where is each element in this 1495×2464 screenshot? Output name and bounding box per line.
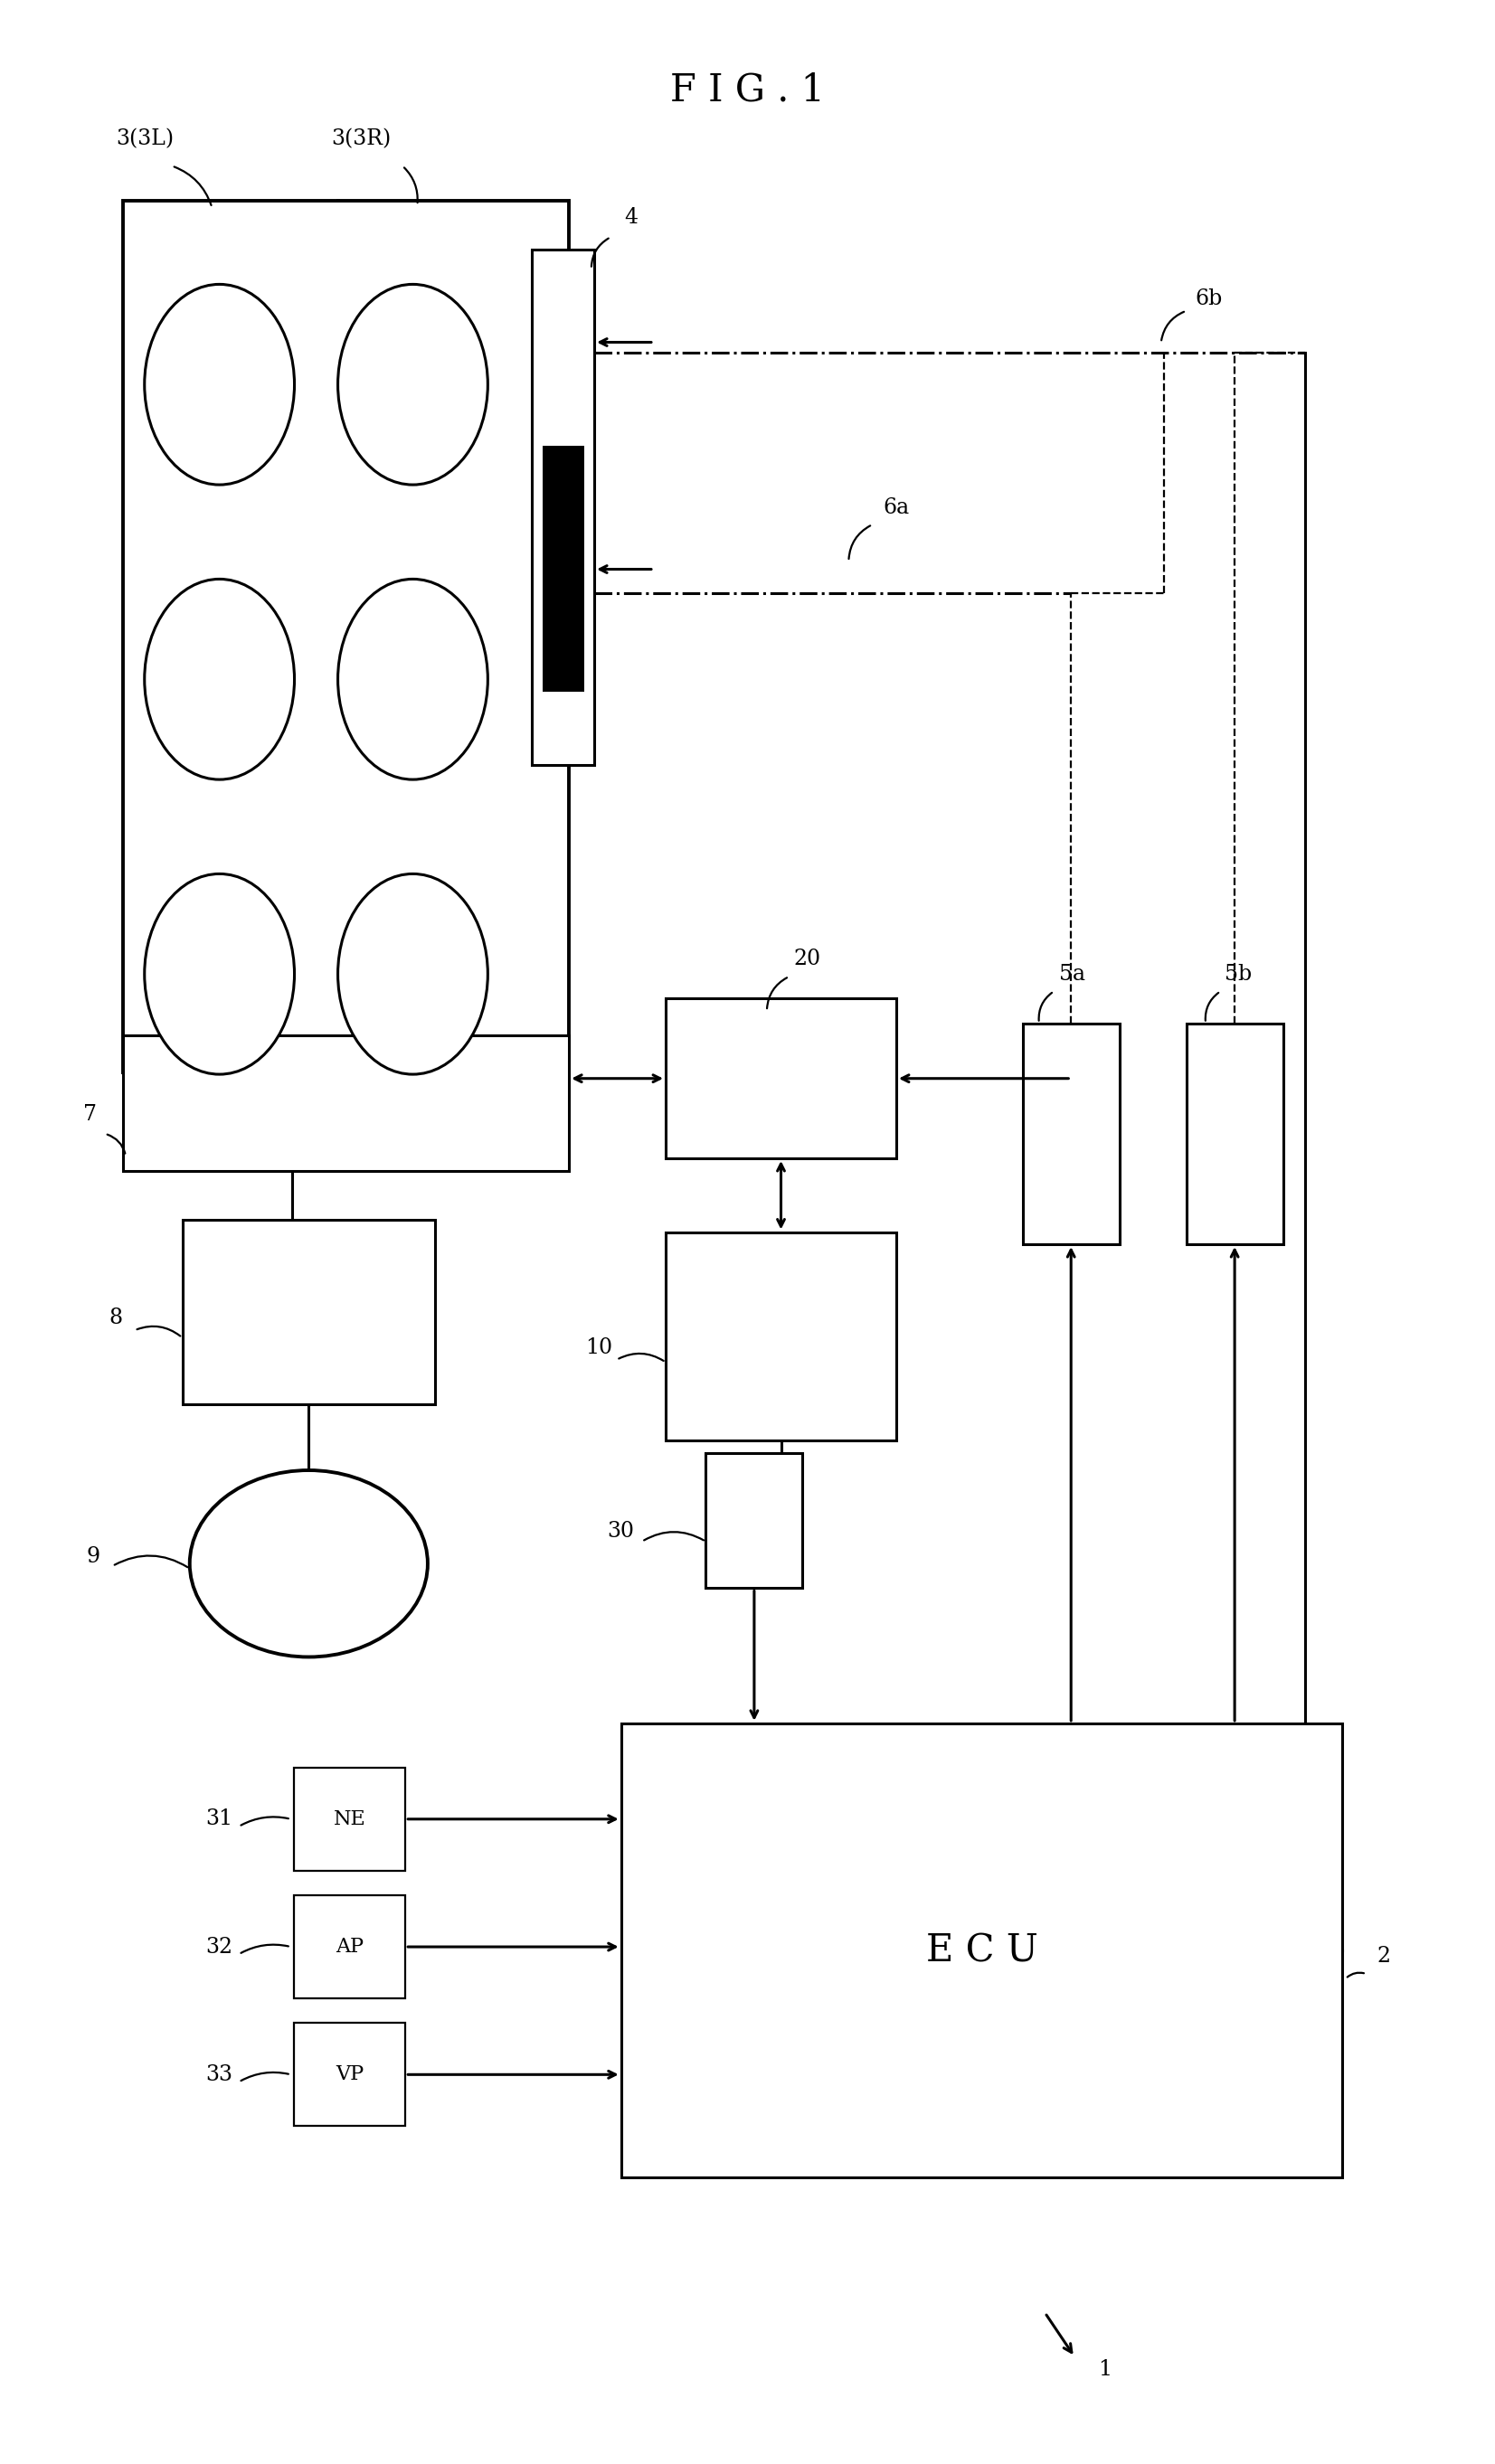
Text: 6b: 6b [1195,288,1223,308]
Ellipse shape [145,875,295,1074]
Bar [665,1232,896,1441]
Text: #4: #4 [202,375,236,394]
Bar [1187,1023,1283,1244]
Text: 6a: 6a [884,498,909,517]
Text: #2: #2 [396,668,431,690]
Text: #5: #5 [202,668,236,690]
Bar [706,1454,803,1589]
Ellipse shape [338,283,487,485]
Bar [543,446,585,692]
Text: 3(3R): 3(3R) [330,128,390,150]
Text: 5b: 5b [1224,963,1251,986]
Bar [665,998,896,1158]
Text: 1: 1 [1097,2358,1111,2380]
Text: NE: NE [333,1809,366,1828]
Text: VP: VP [335,2065,363,2085]
Text: AP: AP [335,1937,363,1956]
Bar [1023,1023,1120,1244]
Text: 8: 8 [109,1308,123,1328]
Text: 20: 20 [794,949,821,971]
Text: E C U: E C U [925,1932,1038,1969]
Bar [295,1767,405,1870]
Text: 3(3L): 3(3L) [117,128,173,150]
Text: F I G . 1: F I G . 1 [670,71,825,108]
Text: 2: 2 [1377,1947,1390,1966]
Ellipse shape [338,579,487,779]
Bar [295,2023,405,2126]
Text: #3: #3 [396,963,431,986]
Text: 32: 32 [206,1937,233,1956]
Text: 4: 4 [625,207,638,227]
Bar [123,200,570,1072]
Text: 10: 10 [585,1338,613,1358]
Text: 5a: 5a [1058,963,1085,986]
Ellipse shape [145,283,295,485]
Text: 31: 31 [206,1809,233,1828]
Text: 33: 33 [206,2065,233,2085]
Ellipse shape [145,579,295,779]
Text: 7: 7 [84,1104,97,1124]
Bar [182,1220,435,1404]
Bar [295,1895,405,1998]
Text: #6: #6 [202,963,236,986]
Bar [123,1035,570,1170]
Text: 9: 9 [87,1545,100,1567]
Text: #1: #1 [396,375,431,394]
Text: 30: 30 [607,1520,635,1542]
Bar [532,249,595,766]
Bar [620,1722,1343,2178]
Ellipse shape [338,875,487,1074]
Ellipse shape [190,1471,428,1656]
